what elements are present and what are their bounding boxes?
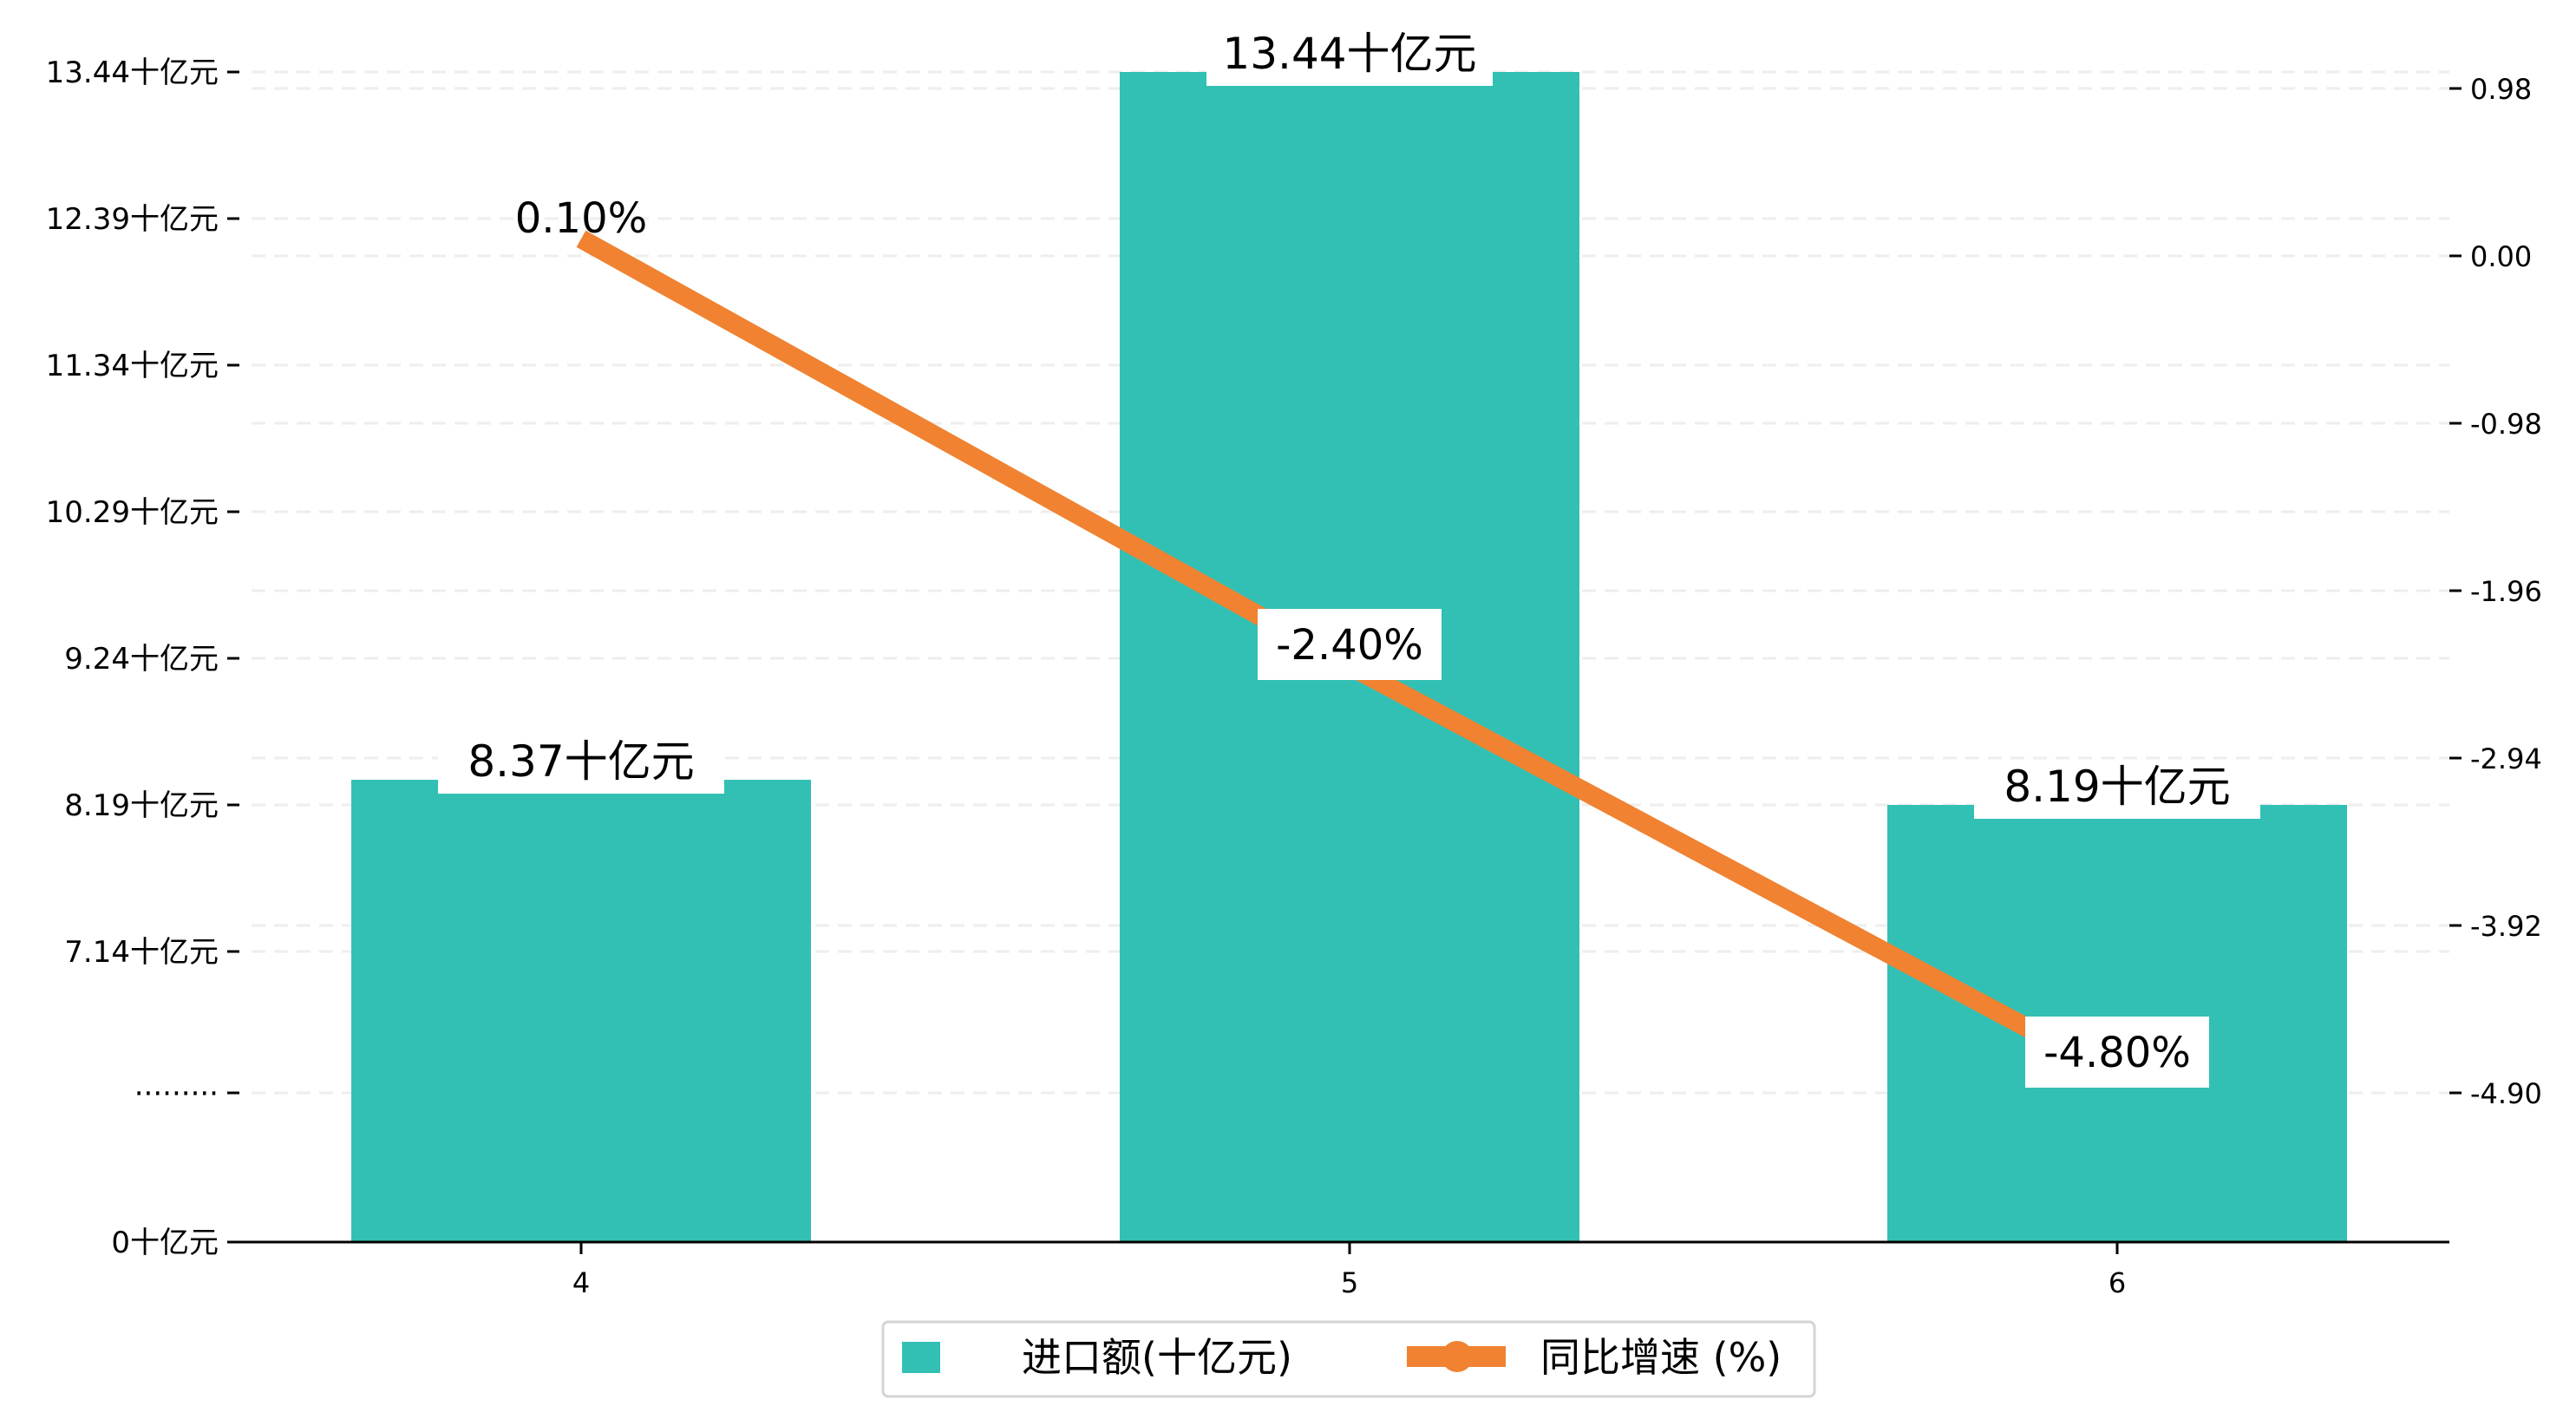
bar-value-label: 13.44十亿元 <box>1222 29 1476 79</box>
line-value-label: 0.10% <box>515 194 647 243</box>
right-tick-label: -1.96 <box>2470 575 2542 608</box>
x-tick-label: 4 <box>572 1266 590 1299</box>
right-tick-label: 0.98 <box>2470 73 2532 106</box>
right-tick-label: -2.94 <box>2470 742 2542 775</box>
left-tick-label: 10.29十亿元 <box>46 495 219 530</box>
left-tick-label: 8.19十亿元 <box>64 788 219 823</box>
data-labels: 8.37十亿元 13.44十亿元 8.19十亿元 0.10% -2.40% -4.80% <box>438 27 2260 1088</box>
right-tick-label: -4.90 <box>2470 1077 2542 1110</box>
left-tick-label: 9.24十亿元 <box>64 642 219 677</box>
legend-swatch-line-right <box>1457 1346 1506 1367</box>
bar-value-label: 8.37十亿元 <box>467 736 694 787</box>
bar <box>351 780 811 1242</box>
bar-label-bg <box>1974 760 2260 819</box>
x-tick-label: 5 <box>1341 1266 1358 1299</box>
legend-label-bar: 进口额(十亿元) <box>1022 1334 1292 1381</box>
legend-swatch-bar <box>902 1342 940 1373</box>
x-tick-label: 6 <box>2109 1266 2126 1299</box>
left-tick-label: 7.14十亿元 <box>64 935 219 970</box>
legend-box <box>881 1320 1816 1398</box>
line-label-bg <box>2025 1017 2209 1088</box>
right-tick-label: 0.00 <box>2470 240 2532 273</box>
bar-value-label: 8.19十亿元 <box>2004 762 2230 812</box>
right-tick-label: -0.98 <box>2470 408 2542 441</box>
line-label-bg <box>1258 609 1442 680</box>
bar-label-bg <box>1206 27 1493 86</box>
left-tick-label: 13.44十亿元 <box>46 56 219 90</box>
left-tick-label: 11.34十亿元 <box>46 349 219 383</box>
left-tick-label: 12.39十亿元 <box>46 202 219 237</box>
bar-label-bg <box>438 735 724 795</box>
legend: 进口额(十亿元) 同比增速 (%) <box>881 1320 1816 1398</box>
legend-label-line: 同比增速 (%) <box>1540 1334 1782 1381</box>
right-tick-label: -3.92 <box>2470 910 2542 943</box>
left-tick-label: 0十亿元 <box>111 1226 219 1260</box>
line-value-label: -4.80% <box>2043 1029 2191 1077</box>
left-tick-label: ········· <box>134 1076 219 1111</box>
line-value-label: -2.40% <box>1276 621 1423 670</box>
axes: 0十亿元 ········· 7.14十亿元 8.19十亿元 9.24十亿元 10.29十… <box>46 56 2542 1299</box>
